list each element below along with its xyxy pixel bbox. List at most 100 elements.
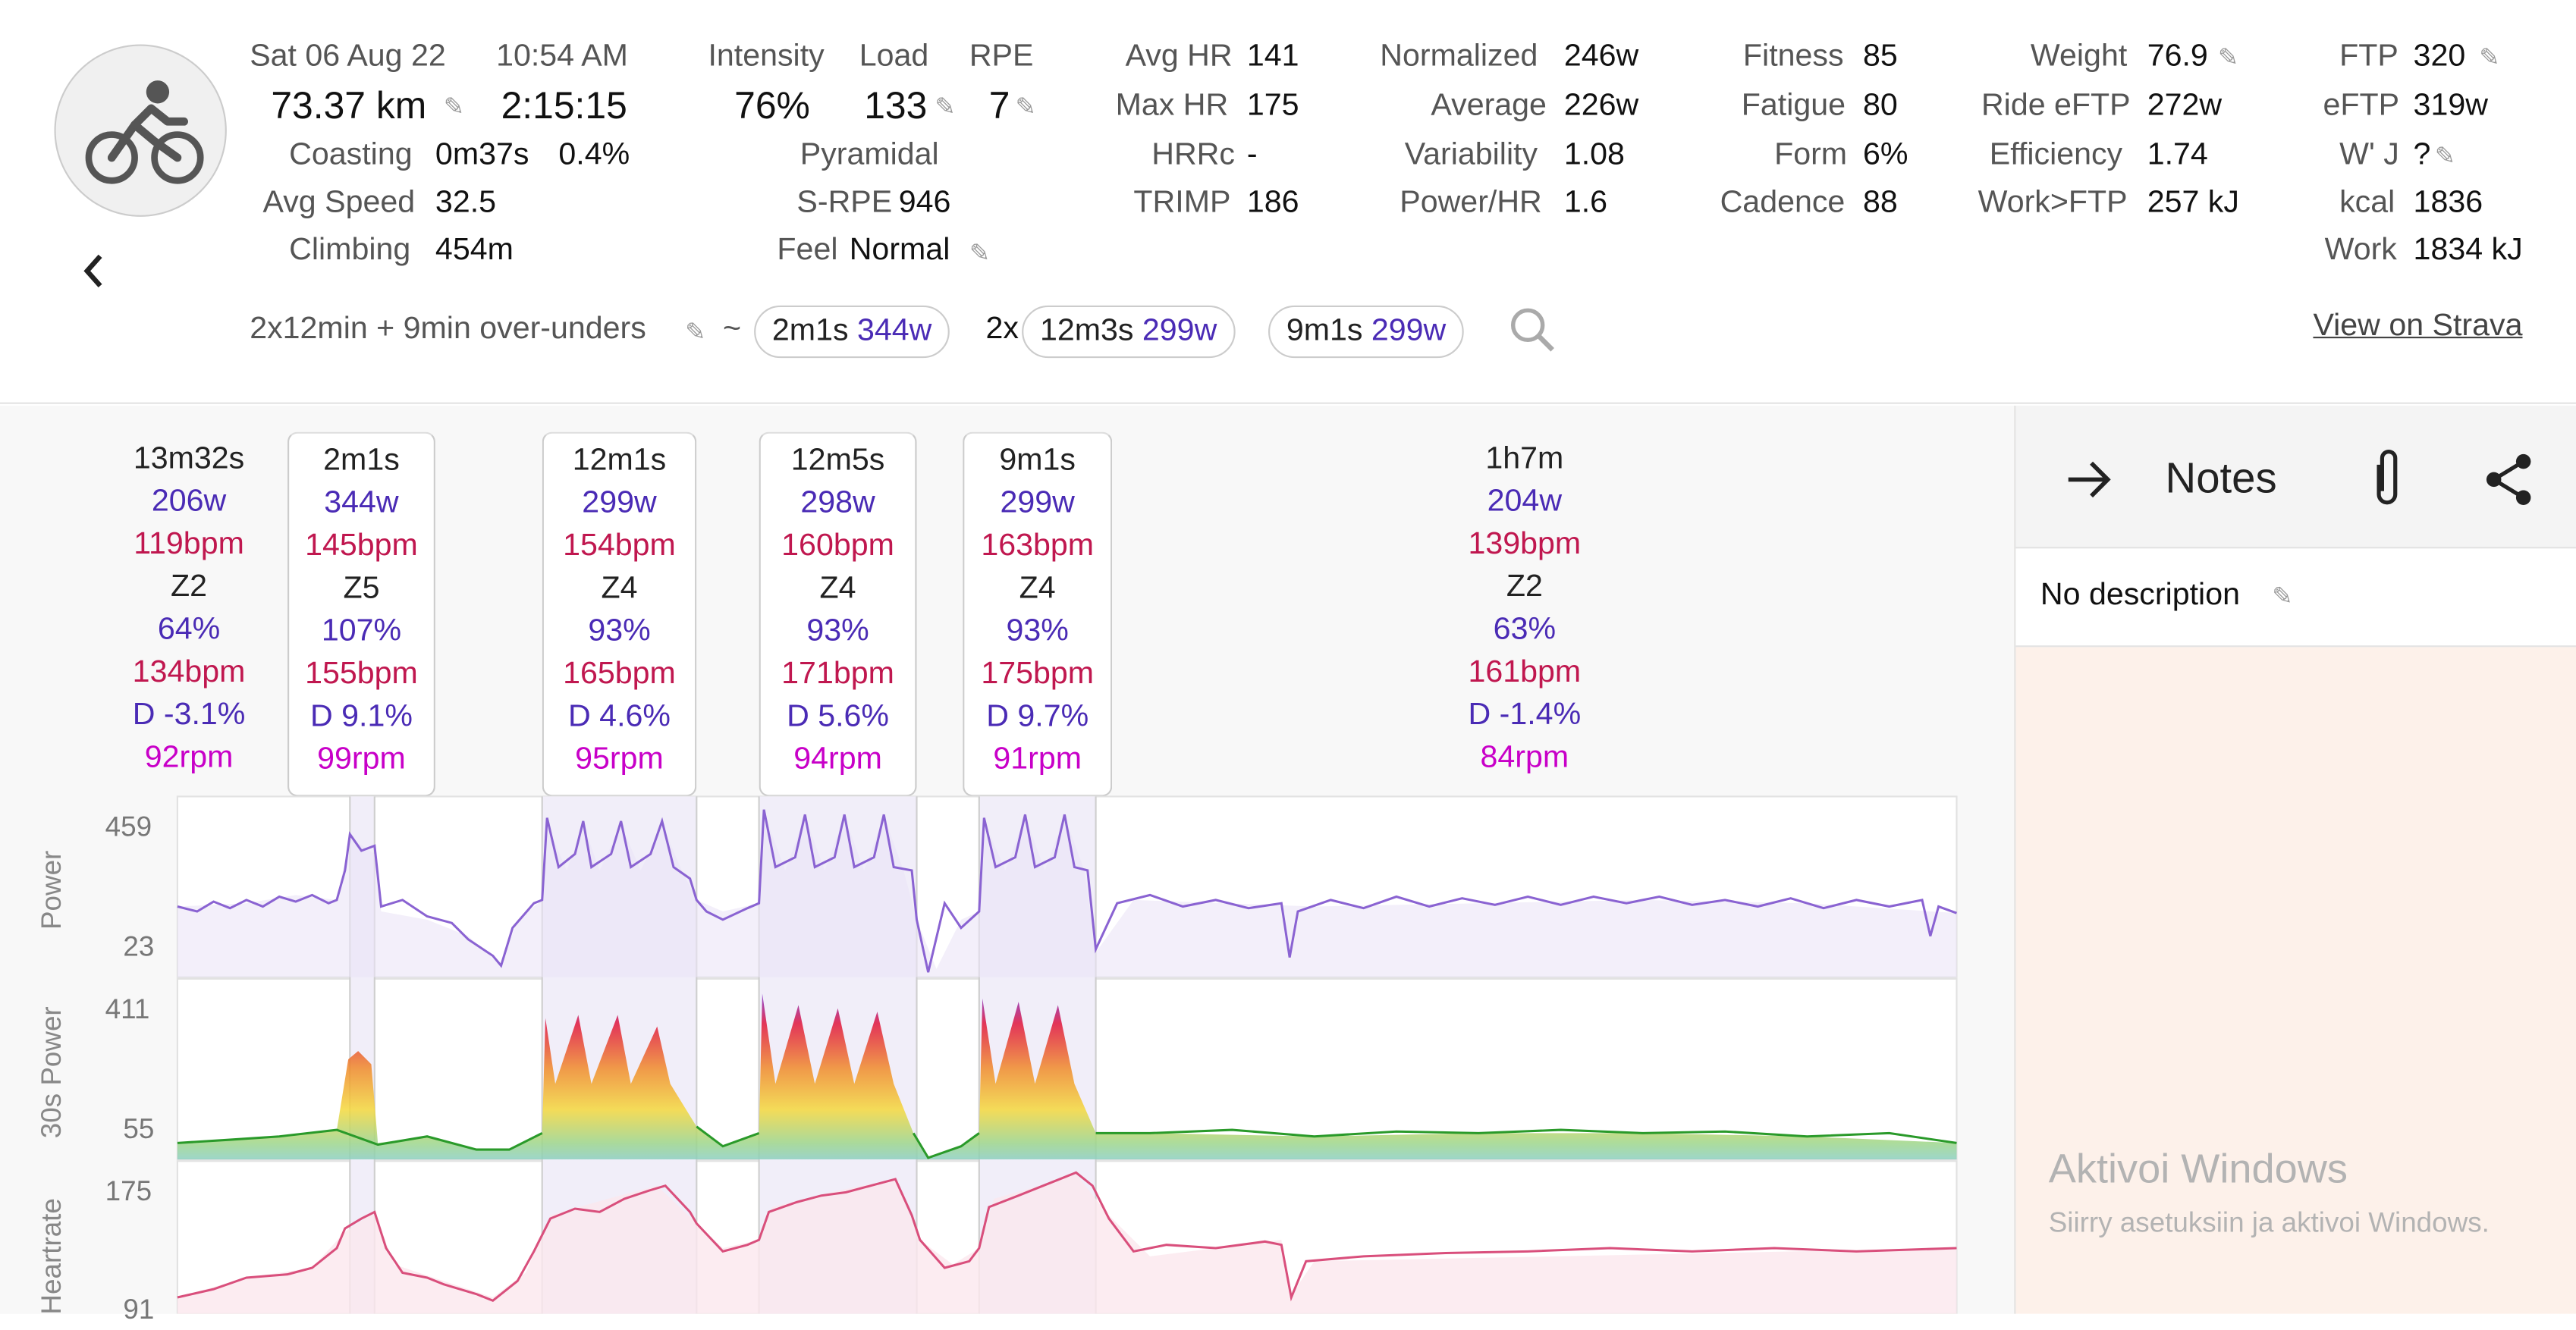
interval-decoupling: D 9.1%	[309, 699, 413, 735]
pencil-icon[interactable]: ✎	[1015, 93, 1036, 122]
feel-value[interactable]: Normal	[849, 233, 950, 268]
interval-chip[interactable]: 2m1s 344w	[754, 305, 950, 359]
interval-maxhr: 175bpm	[981, 657, 1095, 692]
interval-maxhr: 134bpm	[132, 655, 246, 690]
workout-name[interactable]: 2x12min + 9min over-unders	[250, 312, 646, 347]
power-axis-min: 23	[123, 931, 155, 963]
search-icon	[1510, 308, 1554, 352]
max-hr-label: Max HR	[1115, 88, 1229, 124]
pencil-icon[interactable]: ✎	[443, 93, 465, 122]
chip-time: 9m1s	[1286, 313, 1363, 349]
ftp-label: FTP	[2339, 39, 2399, 74]
share-button[interactable]	[2480, 450, 2540, 509]
interval-hr: 154bpm	[563, 529, 676, 563]
activity-time: 10:54 AM	[496, 39, 628, 74]
interval-zone: Z5	[343, 571, 380, 607]
p30-axis-min: 55	[123, 1113, 155, 1145]
back-button[interactable]	[72, 246, 115, 296]
avg-hr-label: Avg HR	[1125, 39, 1233, 74]
interval-cadence: 91rpm	[993, 742, 1082, 777]
strava-link[interactable]: View on Strava	[2313, 309, 2523, 343]
watermark-title: Aktivoi Windows	[2048, 1146, 2348, 1193]
interval-pct: 107%	[321, 614, 402, 649]
chip-prefix: 2x	[985, 312, 1019, 347]
interval-time: 9m1s	[999, 443, 1076, 478]
pencil-icon[interactable]: ✎	[2217, 44, 2239, 73]
interval-zone: Z2	[171, 569, 208, 605]
interval-time: 2m1s	[323, 443, 400, 478]
notes-description[interactable]: No description	[2040, 578, 2240, 613]
pencil-icon[interactable]: ✎	[935, 93, 956, 122]
interval-chip[interactable]: 9m1s 299w	[1268, 305, 1465, 359]
activity-charts[interactable]	[0, 0, 2014, 1314]
chip-watts: 299w	[1142, 313, 1217, 349]
interval-stats[interactable]: 9m1s 299w 163bpm Z4 93% 175bpm D 9.7% 91…	[963, 431, 1113, 797]
pencil-icon[interactable]: ✎	[969, 240, 991, 268]
power-hr-value: 1.6	[1563, 185, 1608, 221]
interval-maxhr: 161bpm	[1468, 655, 1582, 690]
cyclist-icon	[54, 44, 227, 217]
power-axis-max: 459	[105, 811, 152, 843]
coasting-value: 0m37s	[435, 137, 529, 173]
interval-decoupling: D -3.1%	[132, 698, 246, 732]
work-value: 1834 kJ	[2413, 233, 2523, 268]
rpe-value[interactable]: 7	[988, 83, 1010, 127]
eftp-label: eFTP	[2323, 88, 2400, 124]
eftp-value: 319w	[2413, 88, 2488, 124]
interval-zone: Z2	[1506, 569, 1543, 605]
srpe-value: 946	[898, 185, 951, 221]
avg-speed-value: 32.5	[435, 185, 497, 221]
description-row[interactable]	[2015, 548, 2576, 648]
activity-date: Sat 06 Aug 22	[250, 39, 446, 74]
average-label: Average	[1431, 88, 1547, 124]
interval-pct: 63%	[1493, 612, 1557, 648]
fitness-label: Fitness	[1742, 39, 1844, 74]
interval-power: 298w	[800, 486, 875, 521]
pencil-icon[interactable]: ✎	[685, 318, 706, 347]
interval-decoupling: D 5.6%	[787, 699, 890, 735]
interval-decoupling: D 9.7%	[986, 699, 1089, 735]
ftp-value[interactable]: 320	[2413, 39, 2466, 74]
fatigue-value: 80	[1863, 88, 1898, 124]
weight-value[interactable]: 76.9	[2147, 39, 2208, 74]
wj-value[interactable]: ?	[2413, 137, 2431, 173]
power-series-area	[177, 813, 1957, 977]
interval-stats[interactable]: 12m5s 298w 160bpm Z4 93% 171bpm D 5.6% 9…	[759, 431, 917, 797]
interval-stats[interactable]: 2m1s 344w 145bpm Z5 107% 155bpm D 9.1% 9…	[287, 431, 435, 797]
normalized-value: 246w	[1563, 39, 1639, 74]
distance-value[interactable]: 73.37 km	[271, 83, 427, 127]
interval-cadence: 84rpm	[1480, 740, 1569, 776]
fatigue-label: Fatigue	[1741, 88, 1846, 124]
tilde-separator: ~	[722, 312, 742, 347]
interval-time: 12m1s	[572, 443, 667, 478]
interval-stats: 13m32s 206w 119bpm Z2 64% 134bpm D -3.1%…	[115, 438, 263, 779]
trimp-value: 186	[1246, 185, 1299, 221]
interval-stats[interactable]: 12m1s 299w 154bpm Z4 93% 165bpm D 4.6% 9…	[542, 431, 697, 797]
hr-series-line	[177, 1171, 1957, 1303]
search-button[interactable]	[1508, 306, 1557, 355]
interval-pct: 93%	[588, 614, 651, 649]
pencil-icon[interactable]: ✎	[2272, 582, 2293, 611]
interval-power: 299w	[1000, 486, 1075, 521]
interval-zone: Z4	[601, 571, 638, 607]
pencil-icon[interactable]: ✎	[2434, 143, 2455, 171]
coasting-percent: 0.4%	[558, 137, 630, 173]
chip-watts: 299w	[1371, 313, 1447, 349]
attach-button[interactable]	[2362, 445, 2411, 511]
chip-watts: 344w	[857, 313, 932, 349]
p30-series-area	[177, 993, 1957, 1160]
interval-decoupling: D 4.6%	[568, 699, 671, 735]
pencil-icon[interactable]: ✎	[2479, 44, 2500, 73]
efficiency-label: Efficiency	[1989, 137, 2123, 173]
chip-time: 12m3s	[1039, 313, 1134, 349]
collapse-notes-button[interactable]	[2062, 452, 2118, 508]
interval-time: 12m5s	[790, 443, 885, 478]
form-value: 6%	[1863, 137, 1908, 173]
normalized-label: Normalized	[1380, 39, 1538, 74]
interval-maxhr: 165bpm	[563, 657, 676, 692]
interval-pct: 64%	[157, 612, 221, 648]
hrrc-label: HRRc	[1151, 137, 1235, 173]
interval-chip[interactable]: 12m3s 299w	[1022, 305, 1236, 359]
interval-hr: 145bpm	[305, 529, 418, 563]
intensity-label: Intensity	[708, 39, 825, 74]
